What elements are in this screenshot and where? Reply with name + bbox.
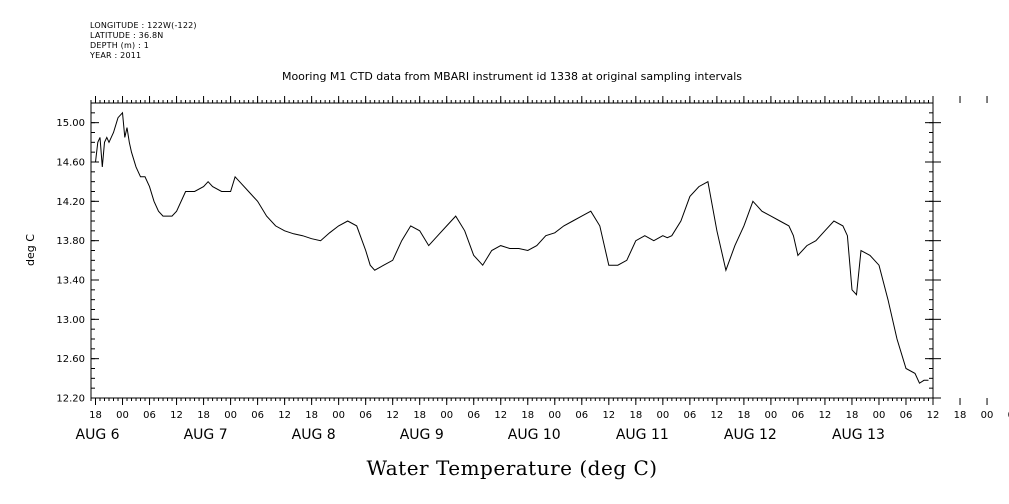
x-tick-label: 00 xyxy=(332,410,345,421)
series-line xyxy=(95,111,929,384)
x-axis-label: Water Temperature (deg C) xyxy=(366,456,657,480)
x-day-label: AUG 7 xyxy=(184,427,228,443)
y-tick-label: 13.40 xyxy=(56,276,85,287)
x-tick-label: 18 xyxy=(629,410,642,421)
depth-label: DEPTH (m) : 1 xyxy=(90,41,149,50)
plot-frame xyxy=(90,102,934,399)
x-tick-label: 18 xyxy=(521,410,534,421)
x-day-label: AUG 6 xyxy=(76,427,120,443)
x-tick-label: 12 xyxy=(819,410,832,421)
x-tick-label: 12 xyxy=(927,410,940,421)
x-tick-label: 06 xyxy=(143,410,156,421)
y-tick-label: 13.00 xyxy=(56,315,85,326)
x-tick-label: 18 xyxy=(954,410,967,421)
x-day-label: AUG 13 xyxy=(832,427,885,443)
x-day-label: AUG 12 xyxy=(724,427,777,443)
x-tick-label: 06 xyxy=(575,410,588,421)
x-tick-label: 06 xyxy=(792,410,805,421)
x-tick-label: 06 xyxy=(1008,410,1009,421)
year-label: YEAR : 2011 xyxy=(90,51,142,60)
x-day-label: AUG 10 xyxy=(508,427,561,443)
x-tick-label: 00 xyxy=(548,410,561,421)
x-tick-label: 12 xyxy=(602,410,615,421)
x-tick-label: 18 xyxy=(846,410,859,421)
x-tick-label: 18 xyxy=(197,410,210,421)
x-tick-label: 12 xyxy=(494,410,507,421)
x-tick-label: 00 xyxy=(765,410,778,421)
latitude-label: LATITUDE : 36.8N xyxy=(90,31,164,40)
x-tick-label: 06 xyxy=(359,410,372,421)
x-tick-label: 18 xyxy=(738,410,751,421)
x-tick-label: 06 xyxy=(900,410,913,421)
x-tick-label: 12 xyxy=(170,410,183,421)
x-tick-label: 06 xyxy=(467,410,480,421)
x-tick-label: 12 xyxy=(278,410,291,421)
x-tick-label: 00 xyxy=(656,410,669,421)
x-tick-label: 06 xyxy=(683,410,696,421)
x-tick-label: 00 xyxy=(440,410,453,421)
x-tick-label: 18 xyxy=(413,410,426,421)
longitude-label: LONGITUDE : 122W(-122) xyxy=(90,21,197,30)
y-tick-label: 15.00 xyxy=(56,118,85,129)
y-axis-label: deg C xyxy=(24,234,37,266)
x-axis: 18 00 06 12 18 00 06 12 18 00 06 12 18 00 06 12 18 00 06 12… xyxy=(76,96,1009,443)
y-axis: 12.20 12.60 13.00 13.40 13.80 14.20 14.60 15.00 xyxy=(56,102,941,405)
metadata-block: LONGITUDE : 122W(-122) LATITUDE : 36.8N … xyxy=(90,21,197,61)
x-tick-label: 00 xyxy=(224,410,237,421)
x-tick-label: 12 xyxy=(711,410,724,421)
x-tick-label: 18 xyxy=(305,410,318,421)
y-tick-label: 12.20 xyxy=(56,394,85,405)
chart-title: Mooring M1 CTD data from MBARI instrumen… xyxy=(282,70,742,83)
x-tick-label: 00 xyxy=(873,410,886,421)
x-tick-label: 00 xyxy=(981,410,994,421)
x-tick-label: 06 xyxy=(251,410,264,421)
x-day-label: AUG 9 xyxy=(400,427,444,443)
x-tick-label: 18 xyxy=(89,410,102,421)
x-day-label: AUG 8 xyxy=(292,427,336,443)
x-tick-label: 12 xyxy=(386,410,399,421)
y-tick-label: 14.60 xyxy=(56,158,85,169)
x-tick-label: 00 xyxy=(116,410,129,421)
y-tick-label: 13.80 xyxy=(56,236,85,247)
y-tick-label: 12.60 xyxy=(56,354,85,365)
y-tick-label: 14.20 xyxy=(56,197,85,208)
x-day-label: AUG 11 xyxy=(616,427,669,443)
